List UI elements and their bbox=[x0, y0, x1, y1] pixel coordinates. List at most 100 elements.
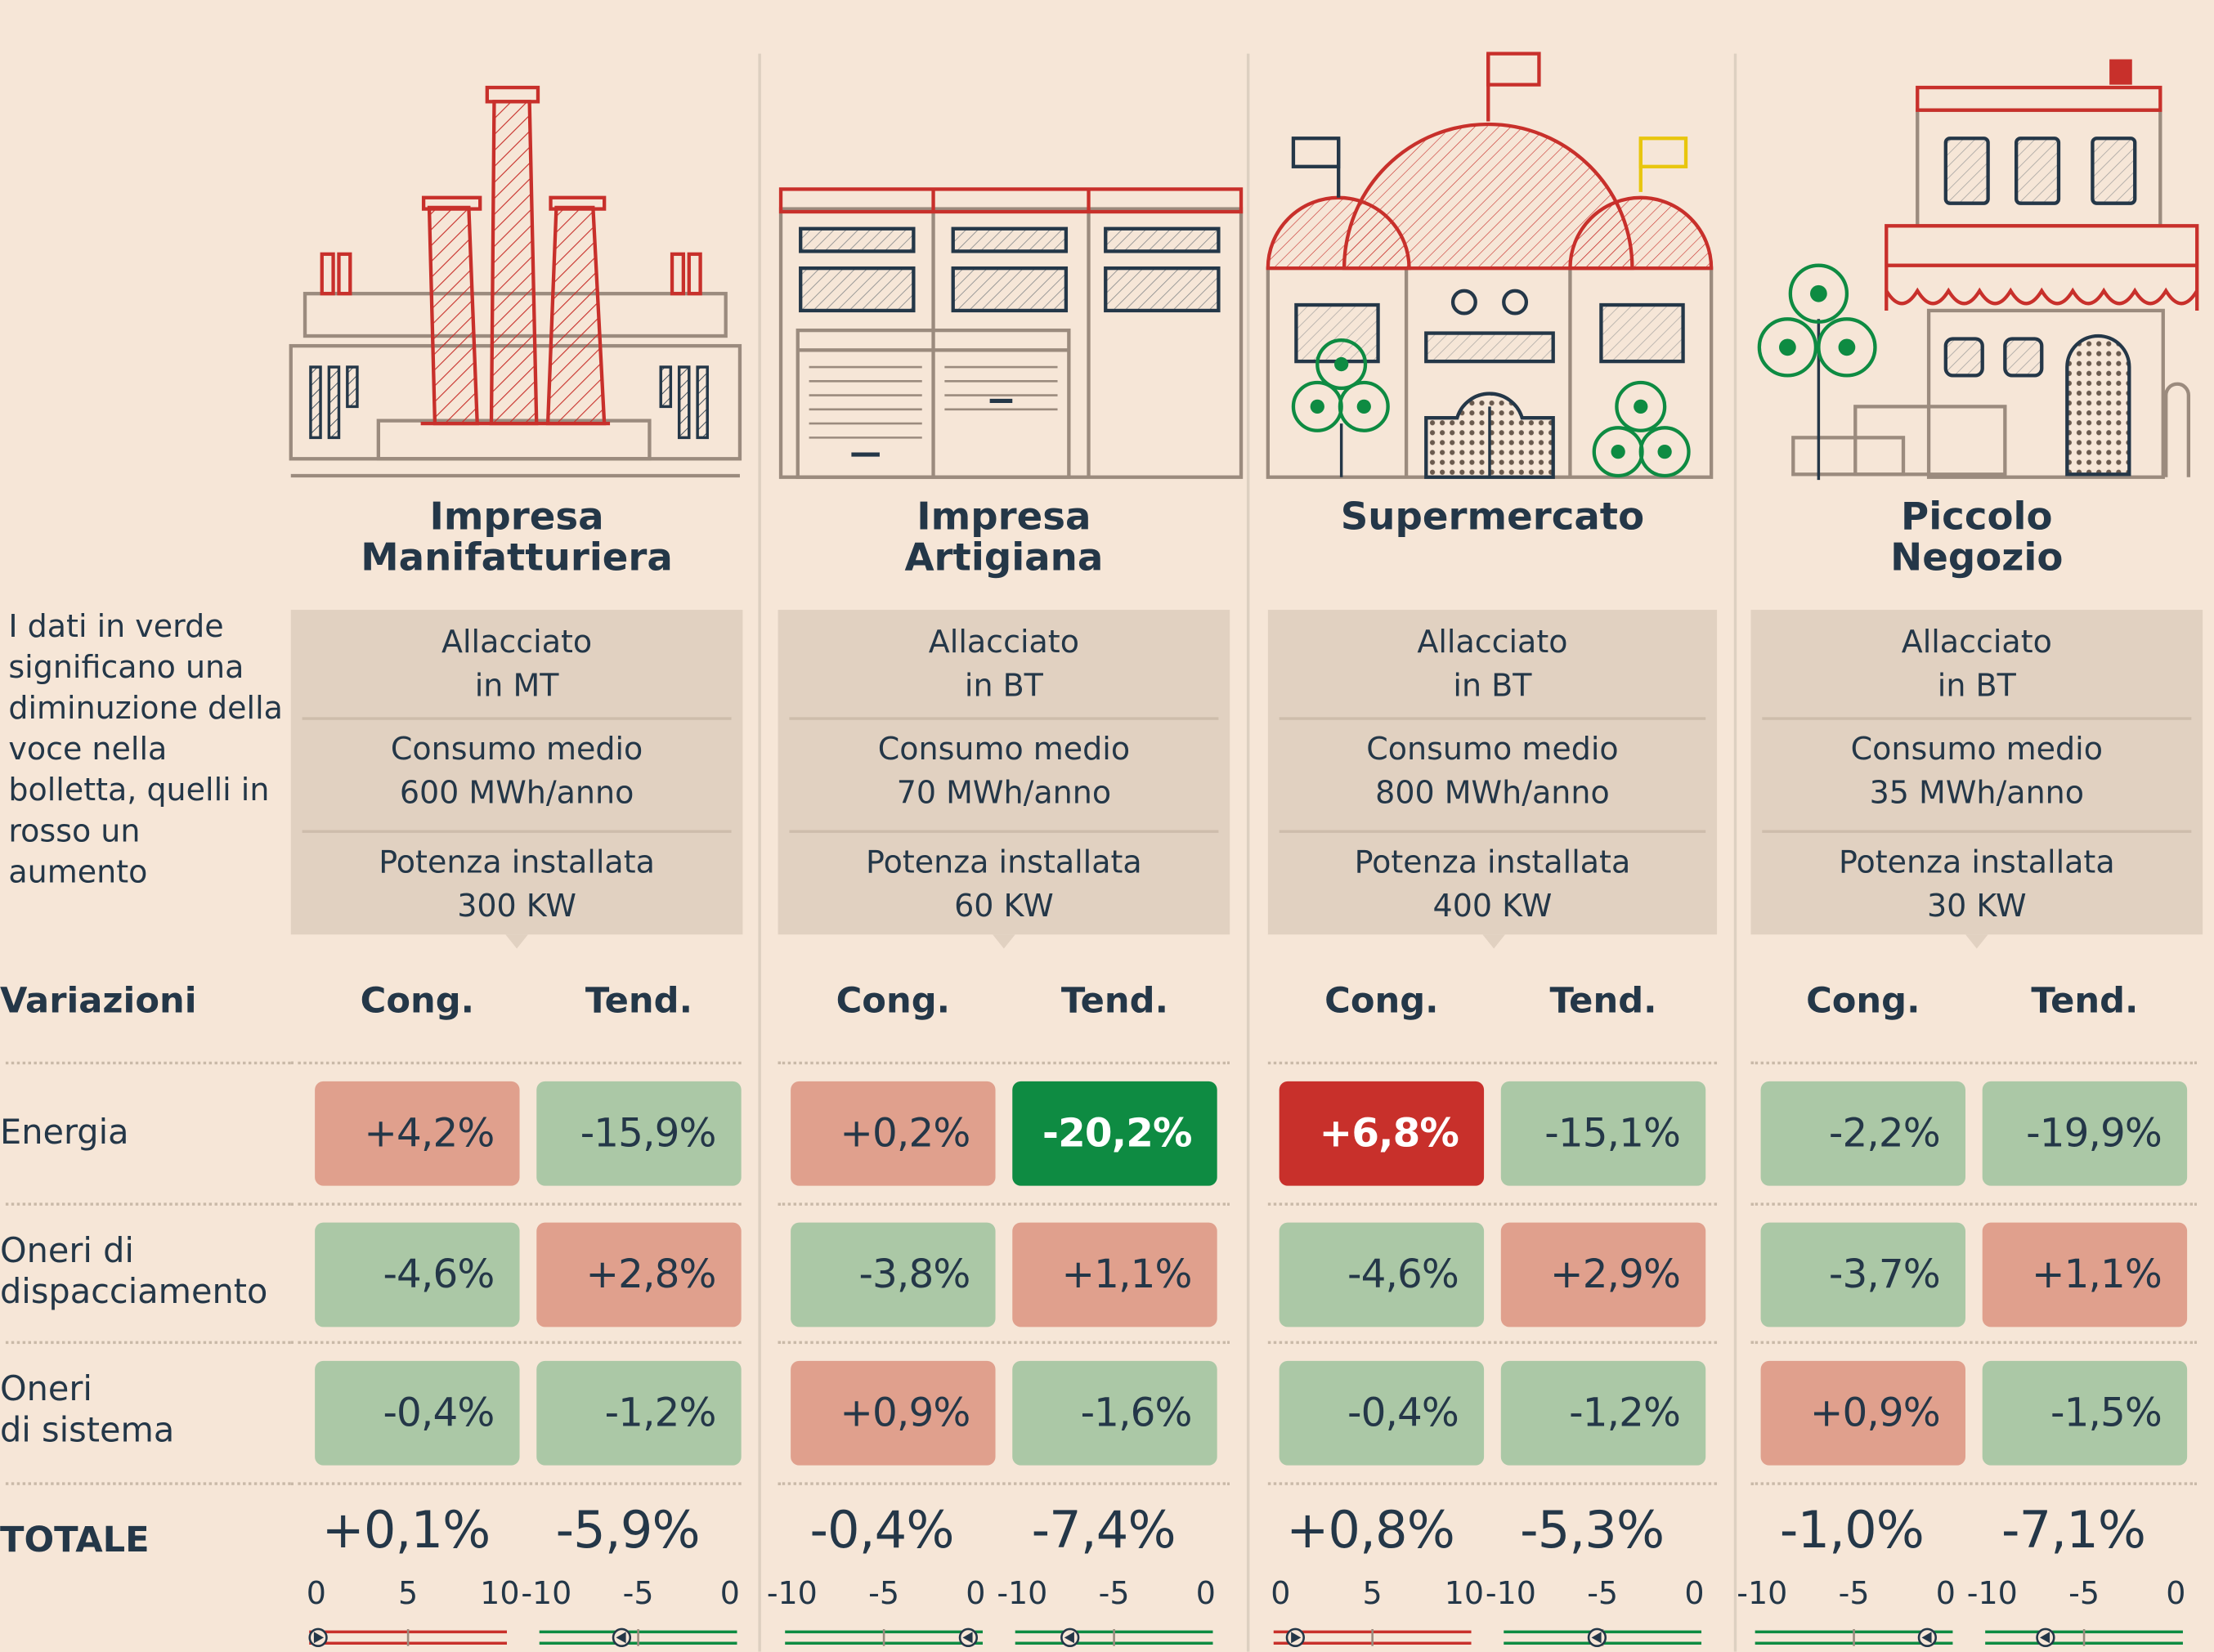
row-divider bbox=[1750, 1061, 2198, 1065]
scale-marker-arrow bbox=[313, 1632, 325, 1644]
column-separator bbox=[758, 53, 761, 1652]
scale-tick-label: 0 bbox=[966, 1575, 985, 1611]
info-box-pointer bbox=[1965, 934, 1988, 949]
workshop-icon bbox=[778, 187, 1244, 479]
header-cong: Cong. bbox=[1324, 979, 1439, 1021]
factory-icon bbox=[289, 85, 742, 478]
scale-tick-label: 10 bbox=[480, 1575, 519, 1611]
value-cell-oneri-sistema-tend: -1,6% bbox=[1012, 1360, 1217, 1466]
column-separator bbox=[1733, 53, 1737, 1652]
row-divider bbox=[1750, 1482, 2198, 1485]
scale-tick-label: 0 bbox=[2166, 1575, 2185, 1611]
scale-tick-label: -5 bbox=[623, 1575, 654, 1611]
total-scales: 0 5 10 -10 -5 0 0 5 10 -10 -5 0-10 -5 0 -10 -5 0 -10 -5 0 -1… bbox=[307, 1575, 2185, 1647]
scale-tick-label: 0 bbox=[1271, 1575, 1290, 1611]
row-divider bbox=[5, 1202, 291, 1206]
scale-tick-label: 0 bbox=[1196, 1575, 1216, 1611]
scale-tick-label: -5 bbox=[1839, 1575, 1870, 1611]
row-label-oneri-dispacciamento: Oneri di dispacciamento bbox=[0, 1230, 268, 1312]
info-box: Allacciato in BT Consumo medio 35 MWh/anno… bbox=[1750, 610, 2203, 935]
header-cong: Cong. bbox=[836, 979, 951, 1021]
info-box: Allacciato in BT Consumo medio 70 MWh/anno… bbox=[778, 610, 1230, 935]
total-value-cong: +0,1% bbox=[321, 1502, 491, 1560]
header-variazioni: Variazioni bbox=[0, 979, 197, 1021]
row-divider bbox=[290, 1061, 742, 1065]
value-cell-oneri-sistema-cong: +0,9% bbox=[1760, 1360, 1965, 1466]
row-divider bbox=[1267, 1482, 1718, 1485]
scale-tick-label: 5 bbox=[398, 1575, 418, 1611]
category-title: Impresa Artigiana bbox=[904, 495, 1104, 580]
info-box: Allacciato in MT Consumo medio 600 MWh/ann… bbox=[290, 610, 743, 935]
scale-marker-arrow bbox=[616, 1632, 626, 1644]
shop-icon bbox=[1757, 59, 2199, 481]
value-cell-energia-cong: +4,2% bbox=[315, 1081, 520, 1186]
row-divider bbox=[5, 1341, 291, 1345]
value-cell-oneri-sistema-cong: -0,4% bbox=[1279, 1360, 1485, 1466]
info-box: Allacciato in BT Consumo medio 800 MWh/ann… bbox=[1267, 610, 1718, 935]
scale-tick-label: -10 bbox=[767, 1575, 818, 1611]
scale-tick-label: -5 bbox=[868, 1575, 899, 1611]
row-divider bbox=[778, 1061, 1230, 1065]
scale-tick-label: 0 bbox=[307, 1575, 326, 1611]
row-divider bbox=[5, 1061, 291, 1065]
value-cell-oneri-sistema-tend: -1,2% bbox=[1500, 1360, 1706, 1466]
column-separator bbox=[1246, 53, 1250, 1652]
value-cell-oneri-sistema-tend: -1,5% bbox=[1982, 1360, 2188, 1466]
scale-marker-arrow bbox=[1591, 1632, 1602, 1644]
scale-tick-label: 5 bbox=[1363, 1575, 1383, 1611]
row-divider bbox=[778, 1482, 1230, 1485]
row-divider bbox=[778, 1341, 1230, 1345]
scale-tick-label: -10 bbox=[1737, 1575, 1787, 1611]
value-cell-energia-cong: +6,8% bbox=[1279, 1081, 1485, 1186]
scale-marker-arrow bbox=[1291, 1632, 1302, 1644]
header-tend: Tend. bbox=[2031, 979, 2139, 1021]
total-value-cong: -0,4% bbox=[809, 1502, 954, 1560]
value-cell-energia-tend: -15,9% bbox=[536, 1081, 742, 1186]
scale-tick-label: -5 bbox=[1587, 1575, 1618, 1611]
scale-tick-label: -10 bbox=[521, 1575, 571, 1611]
value-cell-oneri-sistema-tend: -1,2% bbox=[536, 1360, 742, 1466]
row-divider bbox=[1750, 1202, 2198, 1206]
value-cell-energia-tend: -20,2% bbox=[1012, 1081, 1217, 1186]
total-value-cong: -1,0% bbox=[1779, 1502, 1925, 1560]
row-divider bbox=[290, 1202, 742, 1206]
scale-tick-label: 0 bbox=[720, 1575, 740, 1611]
total-value-tend: -7,1% bbox=[2001, 1502, 2146, 1560]
scale-tick-label: 10 bbox=[1445, 1575, 1484, 1611]
value-cell-oneri-dispacciamento-cong: -3,7% bbox=[1760, 1222, 1965, 1327]
value-cell-oneri-sistema-cong: -0,4% bbox=[315, 1360, 520, 1466]
value-cell-energia-cong: -2,2% bbox=[1760, 1081, 1965, 1186]
scale-tick-label: 0 bbox=[1684, 1575, 1704, 1611]
scale-marker-arrow bbox=[2039, 1632, 2050, 1644]
scale-tick-label: -5 bbox=[2068, 1575, 2100, 1611]
value-cell-energia-tend: -15,1% bbox=[1500, 1081, 1706, 1186]
category-title: Impresa Manifatturiera bbox=[361, 495, 673, 580]
scale-marker-arrow bbox=[962, 1632, 973, 1644]
row-label-energia: Energia bbox=[0, 1112, 129, 1153]
total-value-cong: +0,8% bbox=[1286, 1502, 1455, 1560]
value-cell-oneri-dispacciamento-tend: +2,8% bbox=[536, 1222, 742, 1327]
scale-tick-label: -10 bbox=[997, 1575, 1047, 1611]
header-tend: Tend. bbox=[585, 979, 692, 1021]
value-cell-oneri-dispacciamento-tend: +1,1% bbox=[1982, 1222, 2188, 1327]
value-cell-oneri-sistema-cong: +0,9% bbox=[791, 1360, 996, 1466]
category-title: Piccolo Negozio bbox=[1890, 495, 2064, 580]
row-divider bbox=[1267, 1202, 1718, 1206]
value-cell-oneri-dispacciamento-cong: -4,6% bbox=[1279, 1222, 1485, 1327]
supermarket-icon bbox=[1266, 51, 1714, 479]
total-value-tend: -7,4% bbox=[1031, 1502, 1176, 1560]
row-label-totale: TOTALE bbox=[0, 1519, 150, 1560]
scale-tick-label: -10 bbox=[1967, 1575, 2018, 1611]
header-cong: Cong. bbox=[360, 979, 475, 1021]
value-cell-oneri-dispacciamento-cong: -4,6% bbox=[315, 1222, 520, 1327]
header-cong: Cong. bbox=[1806, 979, 1920, 1021]
scale-tick-label: 0 bbox=[1936, 1575, 1956, 1611]
info-box-pointer bbox=[993, 934, 1015, 949]
value-cell-oneri-dispacciamento-cong: -3,8% bbox=[791, 1222, 996, 1327]
header-tend: Tend. bbox=[1549, 979, 1657, 1021]
header-tend: Tend. bbox=[1060, 979, 1168, 1021]
total-value-tend: -5,9% bbox=[555, 1502, 701, 1560]
value-cell-oneri-dispacciamento-tend: +1,1% bbox=[1012, 1222, 1217, 1327]
row-divider bbox=[5, 1482, 291, 1485]
